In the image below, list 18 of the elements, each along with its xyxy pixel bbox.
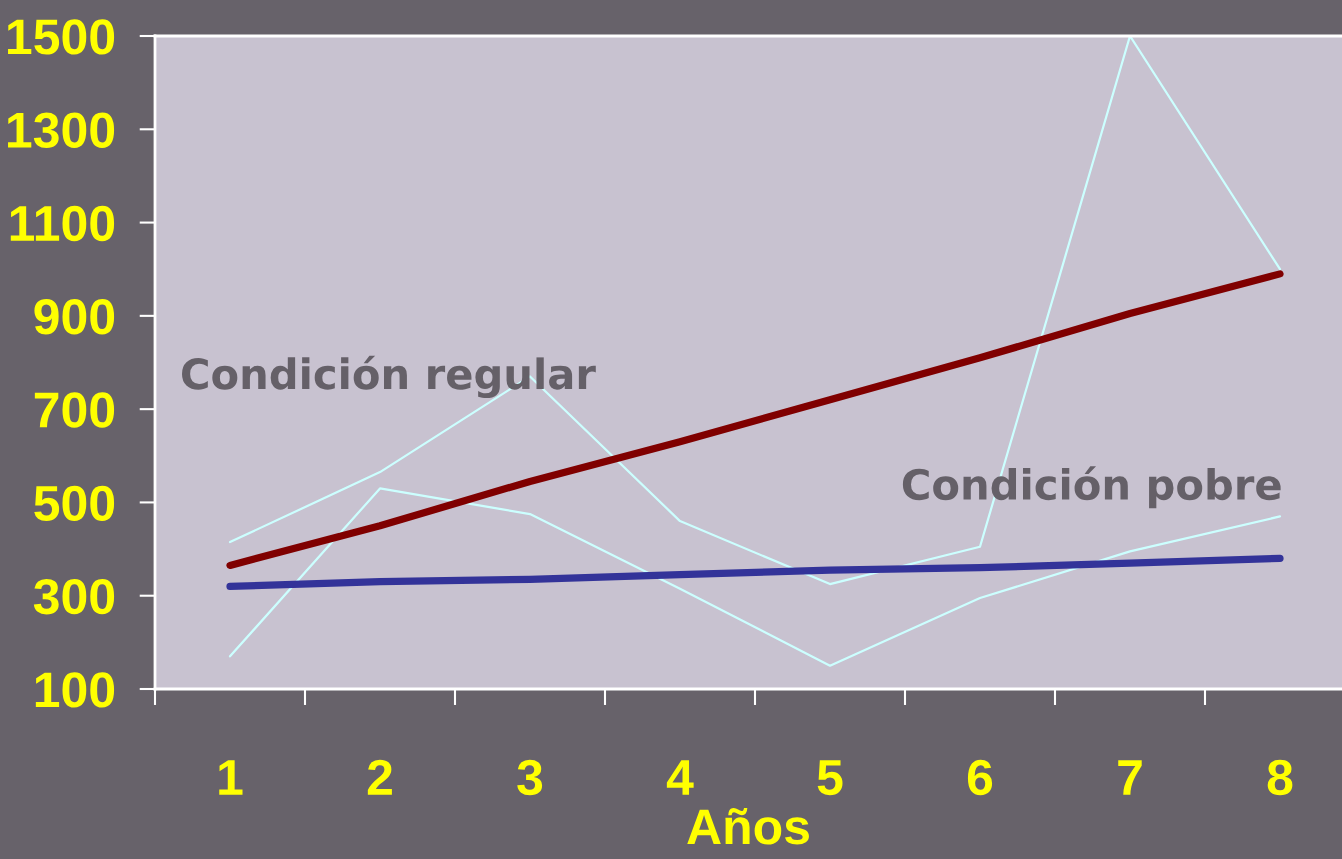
x-tick-label: 2: [367, 759, 392, 795]
x-tick-label: 8: [1267, 759, 1293, 796]
x-tick-label: 5: [817, 760, 843, 796]
series-label: Condición regular: [182, 355, 596, 399]
x-axis-title: Años: [687, 808, 809, 845]
y-tick-label: 700: [34, 392, 115, 428]
y-tick-label: 900: [34, 299, 115, 335]
x-tick-label: 3: [517, 759, 543, 796]
x-tick-label: 4: [666, 760, 694, 795]
y-tick-label: 500: [34, 485, 115, 522]
y-tick-label: 100: [35, 672, 115, 708]
x-tick-label: 1: [219, 760, 243, 795]
y-tick-label: 1500: [8, 19, 115, 55]
x-tick-label: 7: [1118, 760, 1142, 795]
y-tick-label: 300: [33, 578, 115, 615]
x-tick-label: 6: [967, 759, 993, 796]
y-tick-label: 1100: [10, 205, 115, 242]
y-tick-label: 1300: [8, 112, 115, 148]
